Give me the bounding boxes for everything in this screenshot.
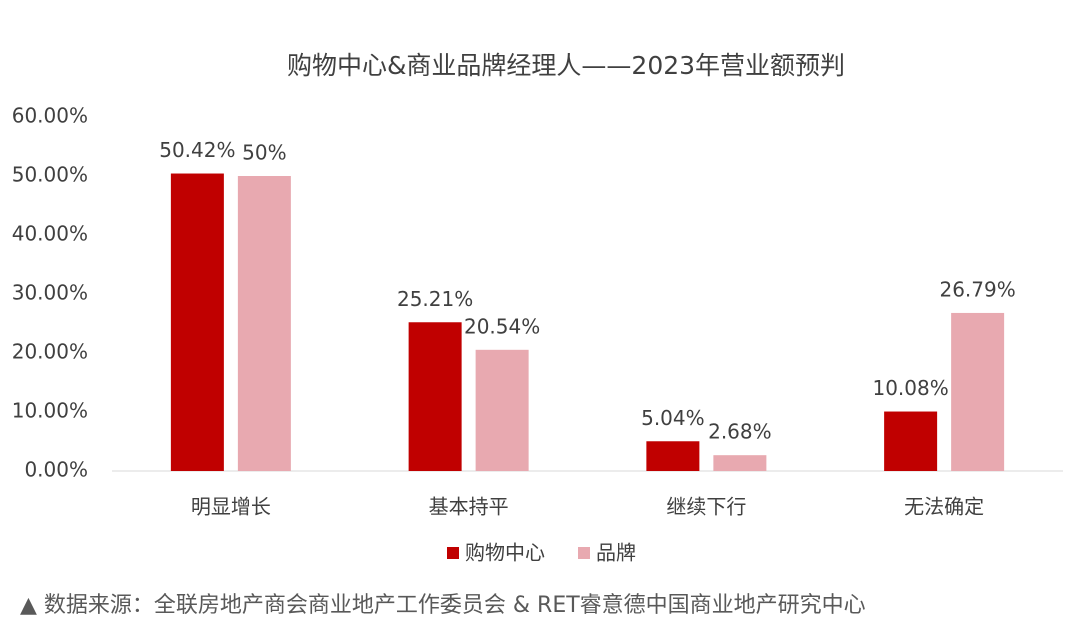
bar [646,441,700,471]
y-tick-label: 20.00% [12,340,88,364]
value-label: 10.08% [872,376,948,400]
legend-swatch [578,547,590,559]
x-tick-label: 明显增长 [191,495,271,519]
legend-swatch [447,547,459,559]
x-tick-label: 继续下行 [666,495,746,519]
y-tick-label: 60.00% [12,104,88,128]
y-tick-label: 10.00% [12,399,88,423]
value-label: 5.04% [641,406,705,430]
chart-title: 购物中心&商业品牌经理人——2023年营业额预判 [287,51,845,80]
value-label: 50.42% [159,138,235,162]
bar [408,322,462,471]
bar [475,349,529,471]
bar [951,312,1005,471]
value-label: 20.54% [464,314,540,338]
y-tick-label: 0.00% [24,458,88,482]
value-label: 25.21% [397,287,473,311]
bar [170,173,224,471]
y-tick-label: 30.00% [12,281,88,305]
value-label: 26.79% [939,277,1015,301]
bar [713,455,767,471]
x-tick-label: 无法确定 [904,495,984,519]
source-note: ▲ 数据来源：全联房地产商会商业地产工作委员会 & RET睿意德中国商业地产研究… [20,593,866,618]
y-tick-label: 40.00% [12,222,88,246]
legend-label: 购物中心 [465,541,545,565]
bar [237,176,291,471]
x-tick-label: 基本持平 [429,495,509,519]
value-label: 2.68% [708,420,772,444]
value-label: 50% [242,141,286,165]
y-tick-label: 50.00% [12,163,88,187]
bar [884,411,938,471]
legend-label: 品牌 [596,541,636,565]
